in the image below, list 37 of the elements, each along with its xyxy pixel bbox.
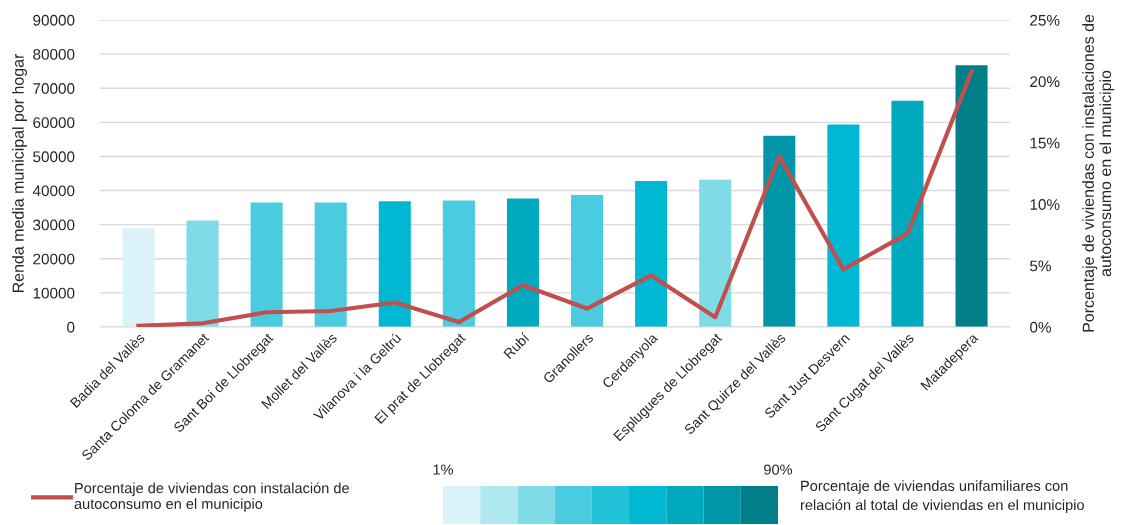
y-tick-label: 10000	[33, 287, 75, 299]
y-tick-label: 90000	[33, 14, 75, 26]
color-bar-label: 1%	[433, 464, 454, 475]
bar	[186, 220, 219, 327]
y2-axis-title: Porcentaje de viviendas con instalaciones de autoconsumo en el municipio	[1082, 14, 1115, 332]
y-tick-label: 30000	[33, 219, 75, 231]
bar	[891, 100, 924, 327]
y-tick-label: 50000	[33, 151, 75, 163]
bar	[827, 124, 860, 327]
bar	[763, 135, 796, 327]
y-tick-label: 80000	[33, 48, 75, 60]
legend-label: Porcentaje de viviendas con instalación de autoconsumo en el municipio	[74, 482, 349, 512]
bar	[378, 201, 411, 327]
y2-tick-label: 15%	[1030, 137, 1060, 149]
color-bar-title: Porcentaje de viviendas unifamiliares con relación al total de viviendas en el municipio	[800, 480, 1084, 513]
y2-tick-label: 5%	[1030, 260, 1051, 272]
y-tick-label: 60000	[33, 117, 75, 129]
y2-tick-label: 20%	[1030, 76, 1060, 88]
y-axis-title: Renda media municipal por hogar	[12, 53, 27, 293]
bar	[442, 200, 475, 327]
bar	[635, 181, 668, 327]
y-tick-label: 70000	[33, 83, 75, 94]
y-tick-label: 40000	[32, 185, 75, 197]
y2-tick-label: 10%	[1030, 199, 1060, 210]
bar	[314, 202, 347, 327]
bar	[955, 65, 988, 327]
bar	[699, 179, 732, 327]
bar	[571, 194, 604, 327]
line-series	[136, 69, 974, 327]
color-bar-label: 90%	[764, 464, 793, 475]
y2-tick-label: 25%	[1030, 14, 1060, 26]
bar	[506, 198, 539, 327]
y-tick-label: 0	[67, 321, 75, 333]
y-tick-label: 20000	[33, 253, 75, 265]
bar	[122, 228, 155, 327]
y2-tick-label: 0%	[1030, 321, 1051, 333]
bar	[250, 202, 283, 327]
